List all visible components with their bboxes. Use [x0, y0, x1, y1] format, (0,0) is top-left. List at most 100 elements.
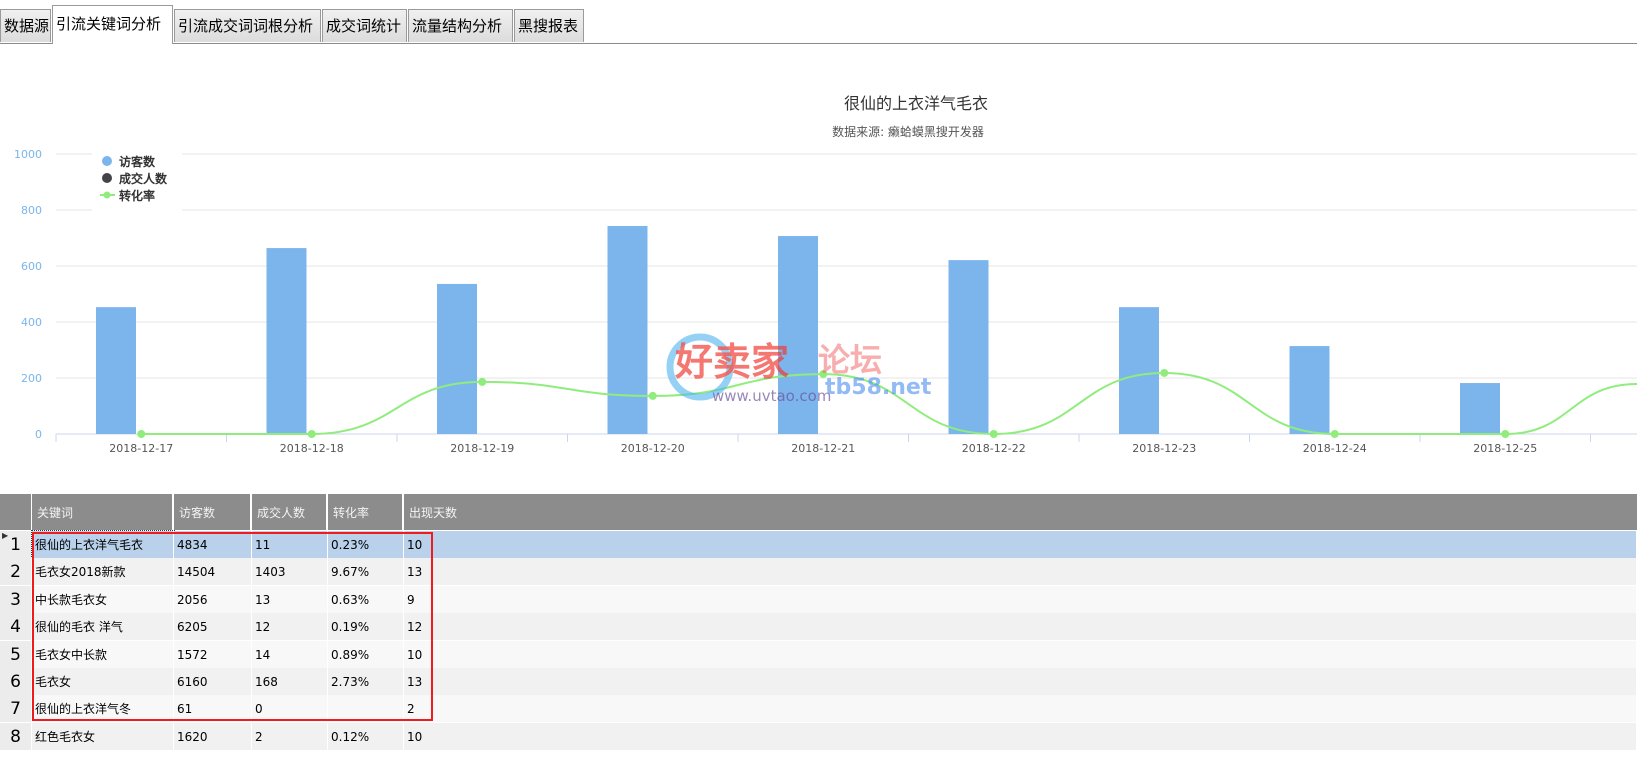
table-row[interactable]: 1 ▶ 很仙的上衣洋气毛衣 4834 11 0.23% 10: [0, 530, 1637, 559]
legend-rate-icon[interactable]: [103, 191, 111, 199]
col-buyers[interactable]: 成交人数: [252, 494, 328, 530]
x-tick-label: 2018-12-25: [1473, 442, 1537, 455]
cell-keyword[interactable]: 毛衣女2018新款: [32, 558, 174, 586]
cell-buyers[interactable]: 0: [252, 695, 328, 723]
cell-buyers[interactable]: 14: [252, 640, 328, 668]
table-row[interactable]: 8 红色毛衣女 1620 2 0.12% 10: [0, 722, 1637, 750]
y-tick-label: 400: [21, 316, 42, 329]
cell-days[interactable]: 10: [404, 531, 1637, 558]
x-tick-label: 2018-12-22: [962, 442, 1026, 455]
cell-keyword[interactable]: 中长款毛衣女: [32, 585, 174, 613]
cell-keyword[interactable]: 毛衣女中长款: [32, 640, 174, 668]
cell-days[interactable]: 2: [404, 695, 1637, 723]
row-number[interactable]: 8: [0, 722, 32, 750]
tab-data-source[interactable]: 数据源: [0, 9, 51, 42]
bar-visitors: [1460, 383, 1500, 434]
cell-visitors[interactable]: 4834: [174, 531, 252, 558]
cell-rate[interactable]: 0.23%: [328, 531, 404, 558]
row-number[interactable]: 7: [0, 695, 32, 723]
cell-keyword[interactable]: 毛衣女: [32, 668, 174, 695]
row-number[interactable]: 4: [0, 613, 32, 641]
x-tick-label: 2018-12-17: [109, 442, 173, 455]
cell-days[interactable]: 10: [404, 640, 1637, 668]
tab-black-search-report[interactable]: 黑搜报表: [514, 9, 584, 42]
x-tick-label: 2018-12-23: [1132, 442, 1196, 455]
col-rate[interactable]: 转化率: [328, 494, 404, 530]
col-days[interactable]: 出现天数: [404, 494, 1637, 530]
cell-days[interactable]: 13: [404, 558, 1637, 586]
point-rate: [137, 430, 146, 438]
bar-visitors: [607, 225, 648, 434]
table-row[interactable]: 6 毛衣女 6160 168 2.73% 13: [0, 668, 1637, 695]
point-rate: [307, 430, 316, 438]
row-pointer-icon: ▶: [2, 531, 9, 540]
legend-visitors[interactable]: 访客数: [119, 154, 156, 169]
cell-rate[interactable]: 0.12%: [328, 722, 404, 750]
table-row[interactable]: 5 毛衣女中长款 1572 14 0.89% 10: [0, 640, 1637, 668]
row-number[interactable]: 5: [0, 640, 32, 668]
tab-keyword-analysis[interactable]: 引流关键词分析: [52, 5, 173, 44]
cell-visitors[interactable]: 1572: [174, 640, 252, 668]
cell-visitors[interactable]: 14504: [174, 558, 252, 586]
cell-days[interactable]: 10: [404, 722, 1637, 750]
cell-days[interactable]: 12: [404, 613, 1637, 641]
cell-buyers[interactable]: 11: [252, 531, 328, 558]
bar-visitors: [948, 260, 989, 434]
row-number[interactable]: 3: [0, 585, 32, 613]
cell-buyers[interactable]: 2: [252, 722, 328, 750]
point-rate: [648, 391, 657, 400]
cell-buyers[interactable]: 168: [252, 668, 328, 695]
row-number[interactable]: 1: [0, 531, 32, 558]
table-row[interactable]: 2 毛衣女2018新款 14504 1403 9.67% 13: [0, 558, 1637, 586]
cell-buyers[interactable]: 13: [252, 585, 328, 613]
chart-title: 很仙的上衣洋气毛衣: [844, 94, 988, 113]
col-keyword[interactable]: 关键词: [32, 494, 174, 530]
cell-keyword[interactable]: 很仙的上衣洋气毛衣: [31, 530, 175, 559]
table-row[interactable]: 3 中长款毛衣女 2056 13 0.63% 9: [0, 585, 1637, 613]
x-tick-label: 2018-12-21: [791, 442, 855, 455]
point-rate: [1501, 430, 1510, 438]
tab-strip: 数据源 引流关键词分析 引流成交词词根分析 成交词统计 流量结构分析 黑搜报表: [0, 0, 1637, 44]
cell-rate[interactable]: [328, 695, 404, 723]
cell-buyers[interactable]: 12: [252, 613, 328, 641]
watermark-logo: 好卖家: [674, 340, 789, 384]
legend-buyers[interactable]: 成交人数: [119, 171, 168, 186]
point-rate: [1330, 430, 1339, 438]
row-number[interactable]: 2: [0, 558, 32, 586]
tab-traffic-structure[interactable]: 流量结构分析: [408, 9, 513, 42]
cell-rate[interactable]: 2.73%: [328, 668, 404, 695]
cell-rate[interactable]: 0.63%: [328, 585, 404, 613]
cell-rate[interactable]: 0.89%: [328, 640, 404, 668]
cell-days[interactable]: 13: [404, 668, 1637, 695]
tab-deal-word-stats[interactable]: 成交词统计: [322, 9, 407, 42]
legend-visitors-icon[interactable]: [102, 156, 112, 166]
table-row[interactable]: 7 很仙的上衣洋气冬 61 0 2: [0, 695, 1637, 723]
cell-keyword[interactable]: 很仙的上衣洋气冬: [32, 695, 174, 723]
cell-visitors[interactable]: 61: [174, 695, 252, 723]
x-tick-label: 2018-12-20: [621, 442, 685, 455]
cell-rate[interactable]: 9.67%: [328, 558, 404, 586]
svg-text:tb58.net: tb58.net: [825, 375, 932, 400]
cell-visitors[interactable]: 1620: [174, 722, 252, 750]
legend: 访客数 成交人数 转化率: [92, 149, 182, 213]
cell-buyers[interactable]: 1403: [252, 558, 328, 586]
cell-days[interactable]: 9: [404, 585, 1637, 613]
col-visitors[interactable]: 访客数: [174, 494, 252, 530]
cell-visitors[interactable]: 6205: [174, 613, 252, 641]
tab-root-analysis[interactable]: 引流成交词词根分析: [174, 9, 321, 42]
row-number[interactable]: 6: [0, 668, 32, 695]
bar-visitors: [266, 248, 307, 434]
cell-visitors[interactable]: 6160: [174, 668, 252, 695]
cell-keyword[interactable]: 很仙的毛衣 洋气: [32, 613, 174, 641]
svg-text:论坛: 论坛: [818, 341, 882, 379]
watermark: 好卖家 论坛 www.uvtao.com tb58.net: [666, 333, 932, 405]
x-tick-label: 2018-12-19: [450, 442, 514, 455]
legend-buyers-icon[interactable]: [102, 173, 112, 183]
legend-rate[interactable]: 转化率: [119, 188, 155, 203]
bar-visitors: [96, 307, 136, 434]
cell-keyword[interactable]: 红色毛衣女: [32, 722, 174, 750]
bar-visitors: [778, 236, 818, 434]
table-row[interactable]: 4 很仙的毛衣 洋气 6205 12 0.19% 12: [0, 613, 1637, 641]
cell-rate[interactable]: 0.19%: [328, 613, 404, 641]
cell-visitors[interactable]: 2056: [174, 585, 252, 613]
